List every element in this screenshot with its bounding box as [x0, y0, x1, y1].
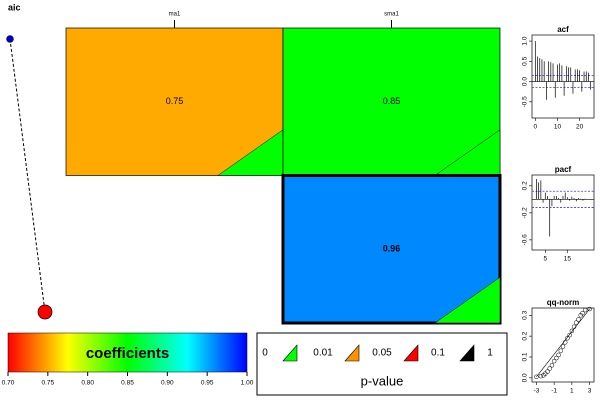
y-tick-label: 0.1: [522, 352, 529, 361]
coefficient-cell: [281, 174, 502, 325]
pvalue-break: 0.01: [313, 348, 333, 359]
y-tick-label: 0.0: [522, 373, 529, 382]
aic-title: aic: [8, 2, 21, 12]
x-tick-label: 0: [534, 124, 538, 131]
qq-point: [545, 369, 550, 374]
qq-point: [558, 348, 564, 353]
column-label: ma1: [169, 12, 181, 18]
pvalue-legend-triangle: [344, 344, 360, 362]
y-tick-label: 0.5: [522, 56, 529, 65]
panel-title: acf: [557, 25, 569, 34]
pvalue-legend-triangle: [403, 344, 419, 362]
pvalue-legend-triangle: [459, 344, 475, 362]
colorbar-tick-label: 0.90: [161, 380, 174, 387]
x-tick-label: 5: [543, 256, 547, 263]
qq-point: [576, 317, 581, 322]
column-label: sma1: [384, 12, 399, 18]
qq-point: [534, 374, 539, 380]
y-tick-label: -0.2: [522, 207, 529, 219]
x-tick-label: 3: [588, 388, 592, 395]
coefficient-label: 0.85: [383, 96, 401, 106]
x-tick-label: 20: [576, 124, 584, 131]
qq-point: [554, 355, 559, 361]
panel-title: pacf: [555, 165, 572, 174]
qq-point: [562, 340, 568, 345]
colorbar-tick-label: 0.85: [121, 380, 134, 387]
coefficient-label: 0.75: [166, 96, 184, 106]
y-tick-label: -0.6: [522, 234, 529, 246]
qq-point: [551, 358, 557, 364]
y-tick-label: 0.3: [522, 310, 529, 319]
qq-point: [571, 324, 577, 330]
pvalue-legend-triangle: [282, 344, 298, 362]
qq-point: [587, 306, 592, 312]
x-tick-label: -1: [551, 388, 557, 395]
pvalue-break: 0.1: [431, 348, 445, 359]
y-tick-label: 0.2: [522, 181, 529, 190]
qq-point: [547, 366, 552, 371]
qq-point: [569, 328, 575, 334]
aic-path: [9, 38, 46, 313]
x-tick-label: 10: [554, 124, 562, 131]
x-tick-label: 15: [564, 256, 572, 263]
colorbar-tick-label: 1.00: [241, 380, 254, 387]
aic-start: [6, 35, 14, 43]
qq-point: [560, 344, 566, 349]
qq-point: [549, 363, 555, 368]
pvalue-break: 1: [487, 348, 493, 359]
qq-point: [538, 373, 544, 379]
pvalue-break: 0: [262, 348, 268, 359]
qq-point: [556, 352, 561, 358]
y-tick-label: 0.0: [522, 77, 529, 86]
coefficient-cell: [65, 27, 284, 176]
coefficient-label: 0.96: [383, 244, 401, 254]
aic-end: [37, 304, 53, 320]
colorbar-tick-label: 0.70: [2, 380, 15, 387]
y-tick-label: 1.0: [522, 36, 529, 45]
qq-point: [580, 310, 585, 316]
qq-line: [536, 308, 590, 377]
colorbar-tick-label: 0.75: [42, 380, 55, 387]
y-tick-label: 0.2: [522, 331, 529, 340]
pvalue-break: 0.05: [372, 348, 392, 359]
panel-frame: [531, 307, 595, 383]
qq-point: [565, 335, 570, 341]
panel-title: qq-norm: [547, 298, 579, 307]
pvalue-legend-box: [256, 332, 508, 396]
qq-point: [574, 320, 579, 325]
qq-point: [567, 332, 572, 338]
qq-point: [582, 307, 588, 313]
panel-frame: [531, 174, 595, 251]
pvalue-triangle: [434, 276, 501, 324]
pvalue-legend-title: p-value: [361, 373, 404, 388]
x-tick-label: -3: [534, 388, 540, 395]
colorbar-tick-label: 0.95: [201, 380, 214, 387]
y-tick-label: -0.5: [522, 96, 529, 108]
x-tick-label: 1: [570, 388, 574, 395]
colorbar-tick-label: 0.80: [81, 380, 94, 387]
colorbar: [7, 332, 248, 373]
colorbar-title: coefficients: [86, 345, 169, 362]
panel-frame: [531, 34, 595, 119]
